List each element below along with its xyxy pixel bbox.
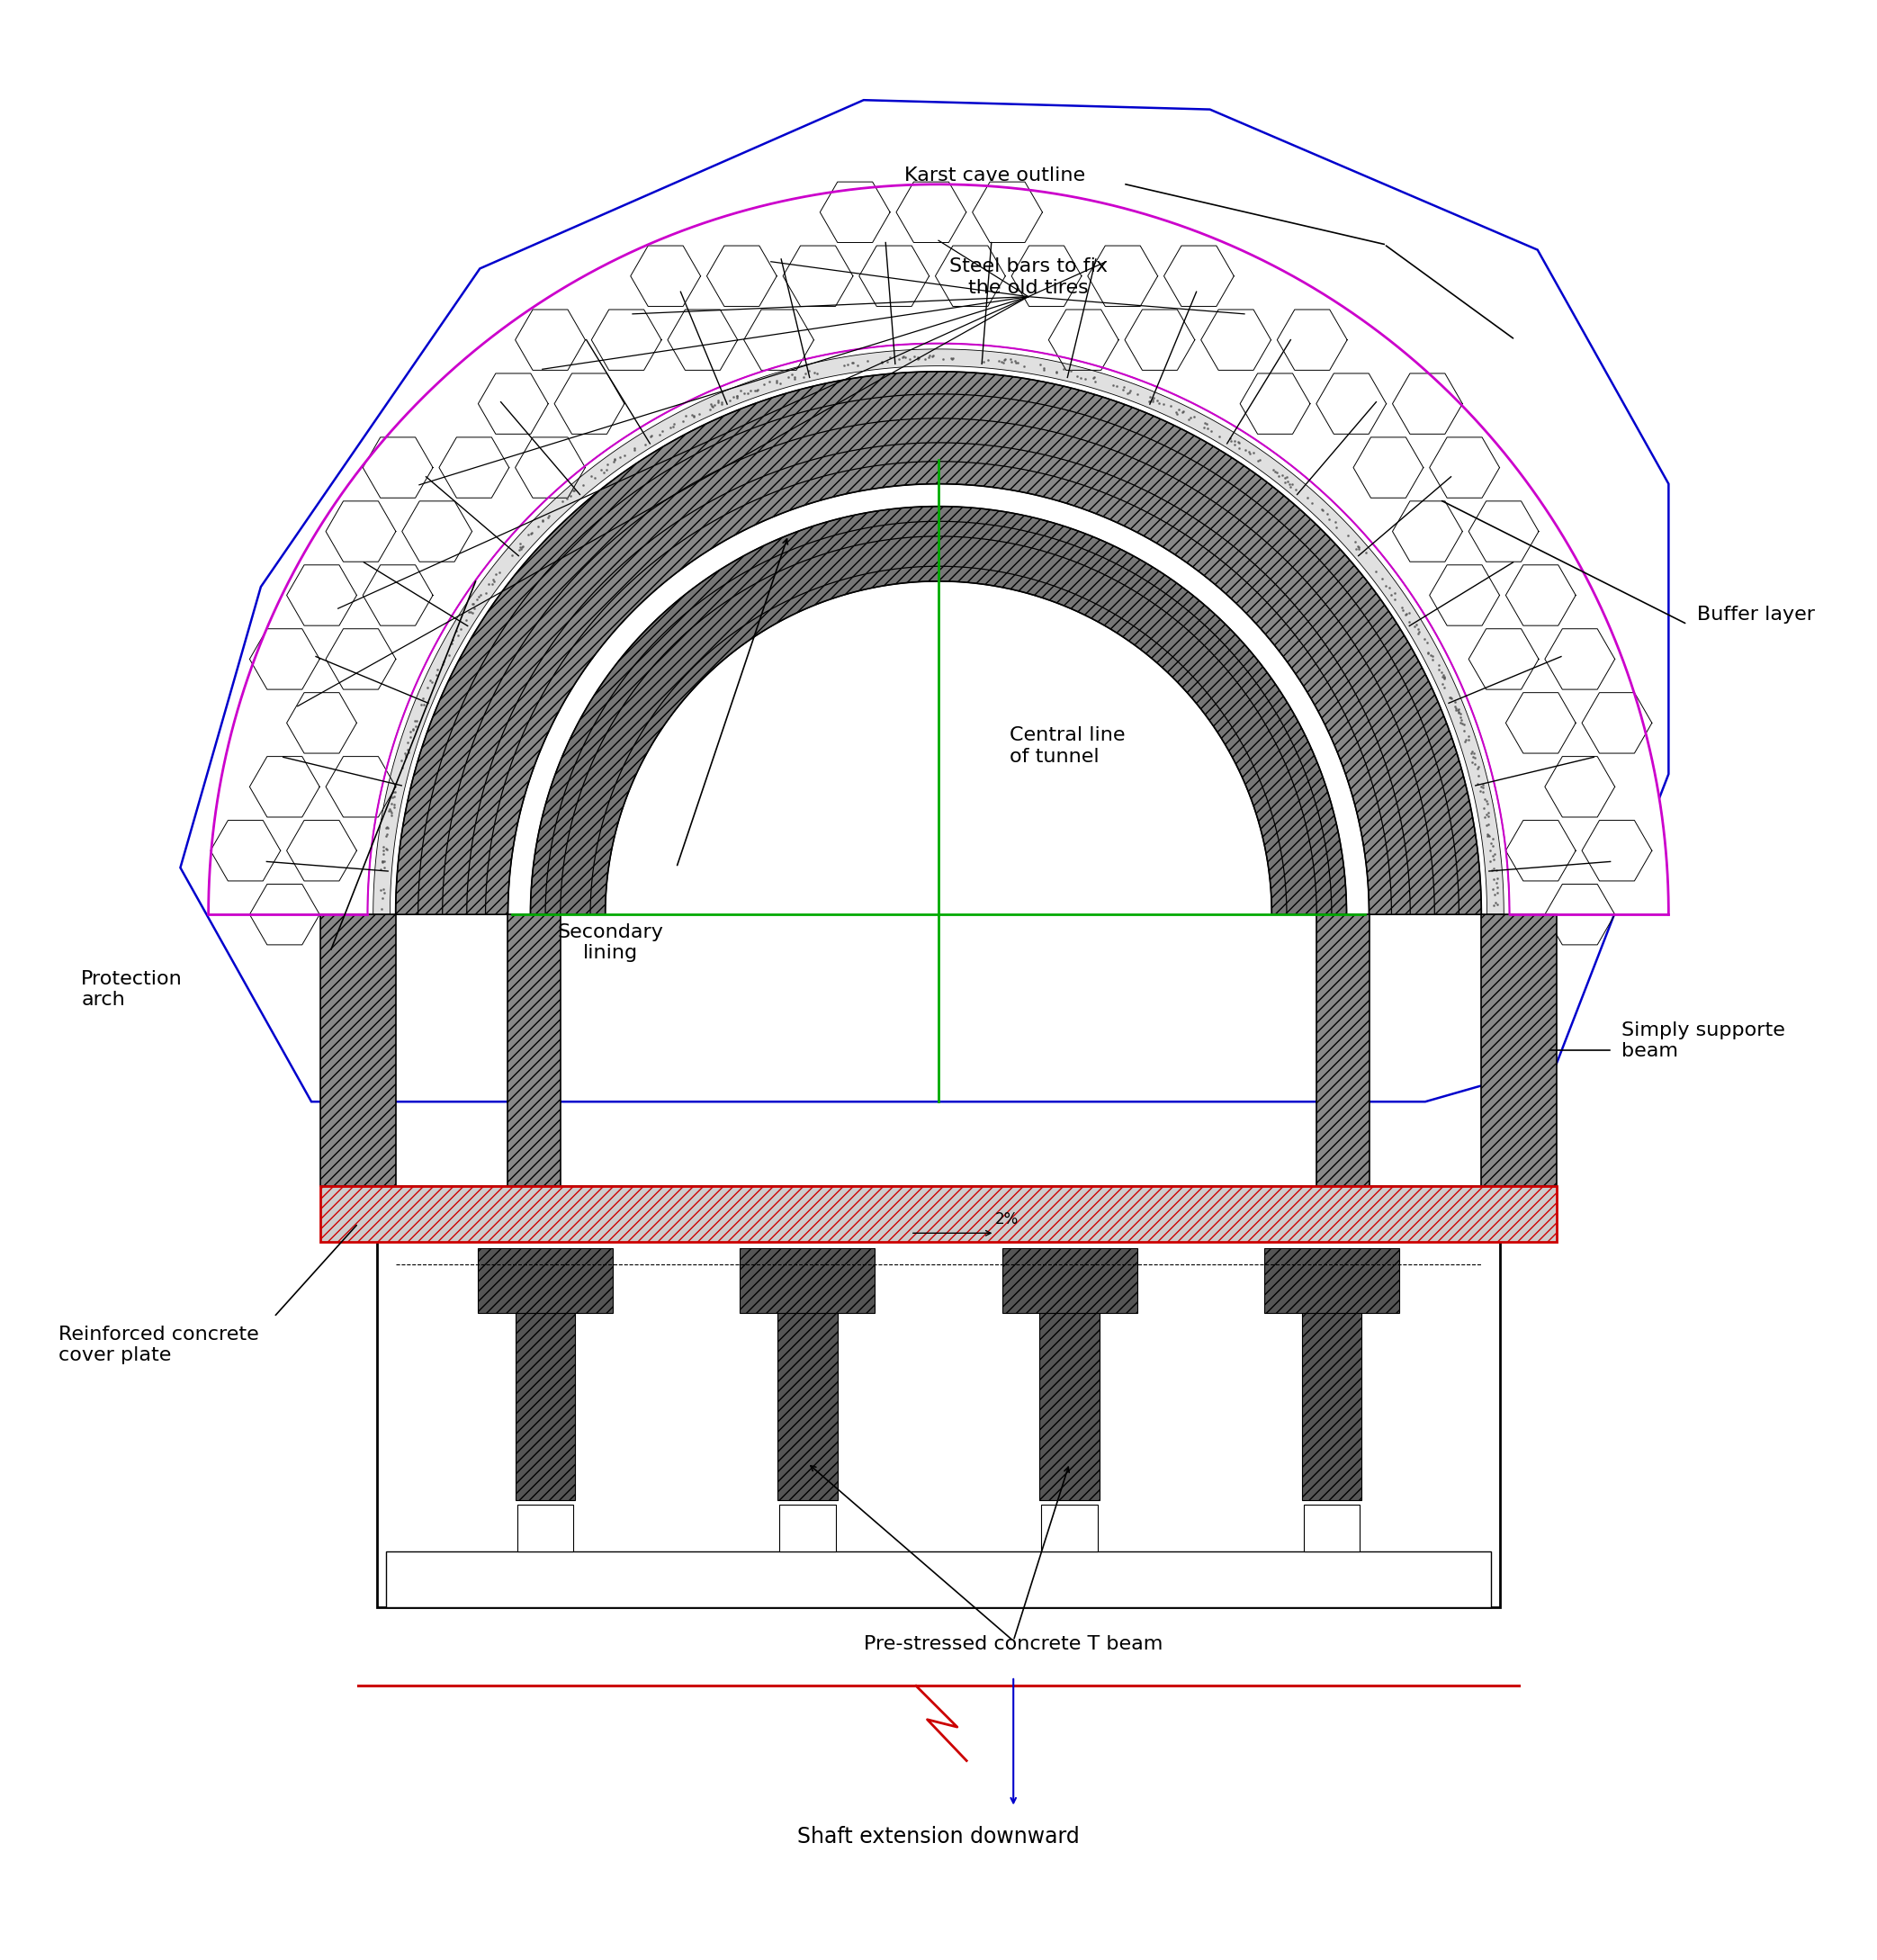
Bar — [377, 1186, 1500, 1607]
Polygon shape — [208, 184, 1669, 915]
Polygon shape — [531, 506, 1346, 915]
Bar — [1316, 915, 1368, 1186]
Bar — [1002, 1249, 1137, 1313]
Text: Protection
arch: Protection arch — [81, 970, 182, 1009]
Bar — [321, 1186, 1556, 1243]
Text: Simply supporte
beam: Simply supporte beam — [1622, 1021, 1785, 1060]
Text: 2%: 2% — [995, 1211, 1019, 1227]
Bar — [1040, 1313, 1100, 1501]
Bar — [777, 1313, 837, 1501]
Bar — [387, 1550, 1490, 1607]
Bar — [1265, 1249, 1398, 1313]
Polygon shape — [374, 349, 1503, 915]
Bar — [779, 1503, 835, 1550]
Text: Steel bars to fix
the old tires: Steel bars to fix the old tires — [950, 259, 1107, 296]
Bar — [387, 1186, 1490, 1239]
Text: Shaft extension downward: Shaft extension downward — [798, 1827, 1079, 1848]
Bar — [1303, 1503, 1359, 1550]
Polygon shape — [396, 372, 1481, 915]
Bar — [518, 1503, 574, 1550]
Bar — [1042, 1503, 1098, 1550]
Bar — [516, 1313, 576, 1501]
Text: Buffer layer: Buffer layer — [1697, 606, 1815, 623]
Text: Secondary
lining: Secondary lining — [557, 923, 664, 962]
Bar — [509, 915, 561, 1186]
Text: Reinforced concrete
cover plate: Reinforced concrete cover plate — [58, 1325, 259, 1364]
Text: Karst cave outline: Karst cave outline — [905, 167, 1085, 184]
Bar — [1301, 1313, 1361, 1501]
Bar — [479, 1249, 612, 1313]
Text: Central line
of tunnel: Central line of tunnel — [1010, 727, 1124, 766]
Text: Pre-stressed concrete T beam: Pre-stressed concrete T beam — [863, 1635, 1164, 1654]
Bar — [740, 1249, 875, 1313]
Bar — [1481, 915, 1556, 1186]
Bar — [321, 915, 396, 1186]
